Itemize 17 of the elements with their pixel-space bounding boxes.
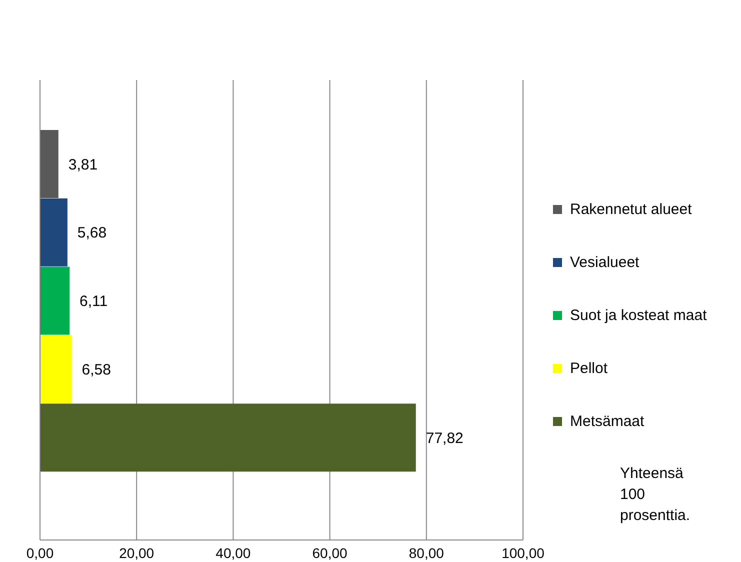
text: Yhteensä 100 prosenttia. [620, 464, 692, 526]
data-label: 6,11 [80, 293, 108, 310]
x-tick-label: 40,00 [216, 544, 251, 561]
x-tick-label: 80,00 [408, 544, 444, 561]
x-tick-label: 0,00 [26, 544, 54, 561]
legend-label: Rakennetut alueet [570, 201, 692, 218]
x-tick-label: 20,00 [119, 544, 154, 561]
legend-label: Metsämaat [570, 413, 644, 430]
data-label: 5,68 [77, 224, 107, 242]
data-label: 6,58 [82, 362, 111, 379]
data-label: 77,82 [426, 430, 464, 447]
legend-label: Pellot [570, 360, 608, 377]
legend-label: Suot ja kosteat maat [570, 307, 707, 324]
x-tick-label: 100,00 [502, 544, 545, 561]
x-tick-label: 60,00 [312, 544, 348, 561]
legend-label: Vesialueet [570, 254, 640, 271]
data-label: 3,81 [68, 156, 98, 174]
